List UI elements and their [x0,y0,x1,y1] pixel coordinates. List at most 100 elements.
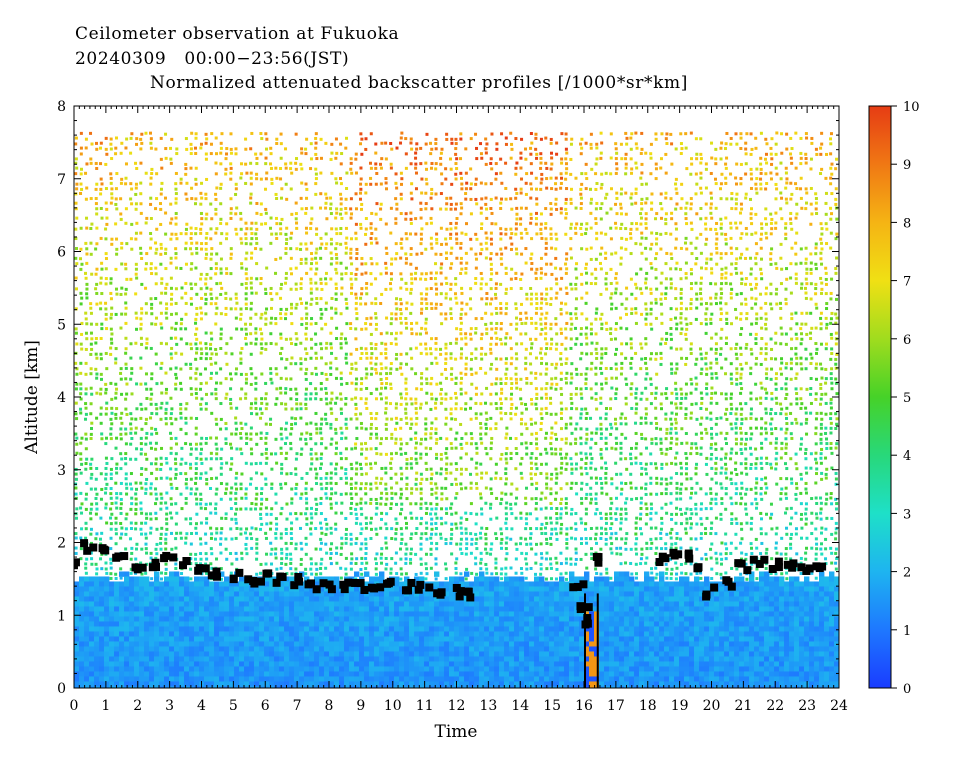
cloud-base-marker [340,585,349,594]
cloud-base-marker [797,563,806,572]
x-axis-label: Time [435,722,478,742]
cloud-base-marker [367,583,376,592]
precipitation-edge [584,593,586,688]
cloud-base-marker [818,562,827,571]
cloud-base-marker [583,614,592,623]
cloud-base-marker [760,555,769,564]
cloud-base-marker [702,592,711,601]
backscatter-speckle [74,131,839,688]
cloud-base-marker [264,569,273,578]
cloud-base-marker [120,552,129,561]
cloud-base-marker [207,571,216,580]
cloud-base-marker [74,561,78,570]
cloud-base-marker [685,554,694,563]
cloud-base-marker [452,583,461,592]
x-tick-label: 20 [703,698,721,714]
cloud-base-marker [295,577,304,586]
cloud-base-marker [455,592,464,601]
cloud-base-marker [376,583,385,592]
x-tick-label: 11 [416,698,434,714]
x-tick-label: 3 [165,698,174,714]
cloud-base-marker [579,580,588,589]
cloud-base-marker [133,565,142,574]
colorbar-tick-label: 10 [903,100,920,115]
x-tick-label: 1 [101,698,110,714]
cloud-base-marker [383,579,392,588]
cloud-base-marker [319,579,328,588]
cloud-base-marker [573,582,582,591]
cloud-base-marker [201,564,210,573]
cloud-base-marker [694,563,703,572]
cloud-base-marker [576,602,585,611]
cloud-base-marker [195,564,204,573]
cloud-base-marker [425,583,434,592]
cloud-base-marker [101,546,110,555]
y-tick-label: 8 [57,99,66,115]
y-axis-label: Altitude [km] [22,340,42,455]
cloud-base-marker [351,578,360,587]
x-tick-label: 23 [798,698,816,714]
cloud-base-marker [592,552,601,561]
x-tick-label: 5 [229,698,238,714]
cloud-base-marker [151,558,160,567]
y-tick-label: 4 [57,390,66,406]
cloud-base-marker [182,557,191,566]
cloud-base-marker [294,572,303,581]
cloud-base-marker [344,578,353,587]
y-tick-label: 2 [57,536,66,552]
x-tick-label: 13 [479,698,497,714]
cloud-base-marker [812,562,821,571]
cloud-base-marker [256,577,265,586]
cloud-base-marker [80,539,89,548]
colorbar-tick-label: 0 [903,682,911,697]
cloud-base-marker [112,553,121,562]
x-tick-label: 10 [384,698,402,714]
cloud-base-marker [788,563,797,572]
cloud-base-marker [212,567,221,576]
cloud-base-marker [658,552,667,561]
colorbar-tick-label: 5 [903,391,911,406]
cloud-base-marker [235,568,244,577]
cloud-base-marker [734,559,743,568]
colorbar-tick-label: 3 [903,507,911,522]
cloud-base-marker [304,580,313,589]
cloud-base-marker [783,560,792,569]
cloud-base-marker [272,578,281,587]
cloud-base-marker [727,582,736,591]
colorbar-tick-label: 1 [903,624,911,639]
cloud-base-marker [749,555,758,564]
cloud-base-marker [655,558,664,567]
chart-subtitle: Normalized attenuated backscatter profil… [150,73,688,93]
cloud-base-marker [213,572,222,581]
x-tick-label: 21 [734,698,752,714]
cloud-base-marker [89,543,98,552]
cloud-base-marker [244,575,253,584]
cloud-base-marker [416,580,425,589]
x-tick-label: 4 [197,698,206,714]
colorbar-tick-label: 6 [903,333,911,348]
x-tick-label: 7 [293,698,302,714]
cloud-base-marker [356,579,365,588]
cloud-base-marker [83,546,92,555]
y-tick-label: 1 [57,608,66,624]
date-range: 20240309 00:00−23:56(JST) [75,49,350,69]
x-tick-label: 24 [830,698,848,714]
cloud-base-marker [138,563,147,572]
cloud-base-marker [327,585,336,594]
cloud-base-marker [722,576,731,585]
colorbar-tick-label: 9 [903,158,911,173]
x-tick-label: 16 [575,698,593,714]
precipitation-edge [596,593,599,688]
cloud-base-marker [339,580,348,589]
x-tick-label: 2 [133,698,142,714]
cloud-base-marker [594,558,603,567]
cloud-base-marker [437,588,446,597]
cloud-base-marker [670,551,679,560]
colorbar-tick-label: 7 [903,275,911,290]
y-tick-label: 6 [57,245,66,261]
y-tick-label: 5 [57,317,66,333]
cloud-base-marker [290,581,299,590]
chart-title: Ceilometer observation at Fukuoka [75,24,400,44]
colorbar [868,105,892,689]
cloud-base-marker [229,575,238,584]
